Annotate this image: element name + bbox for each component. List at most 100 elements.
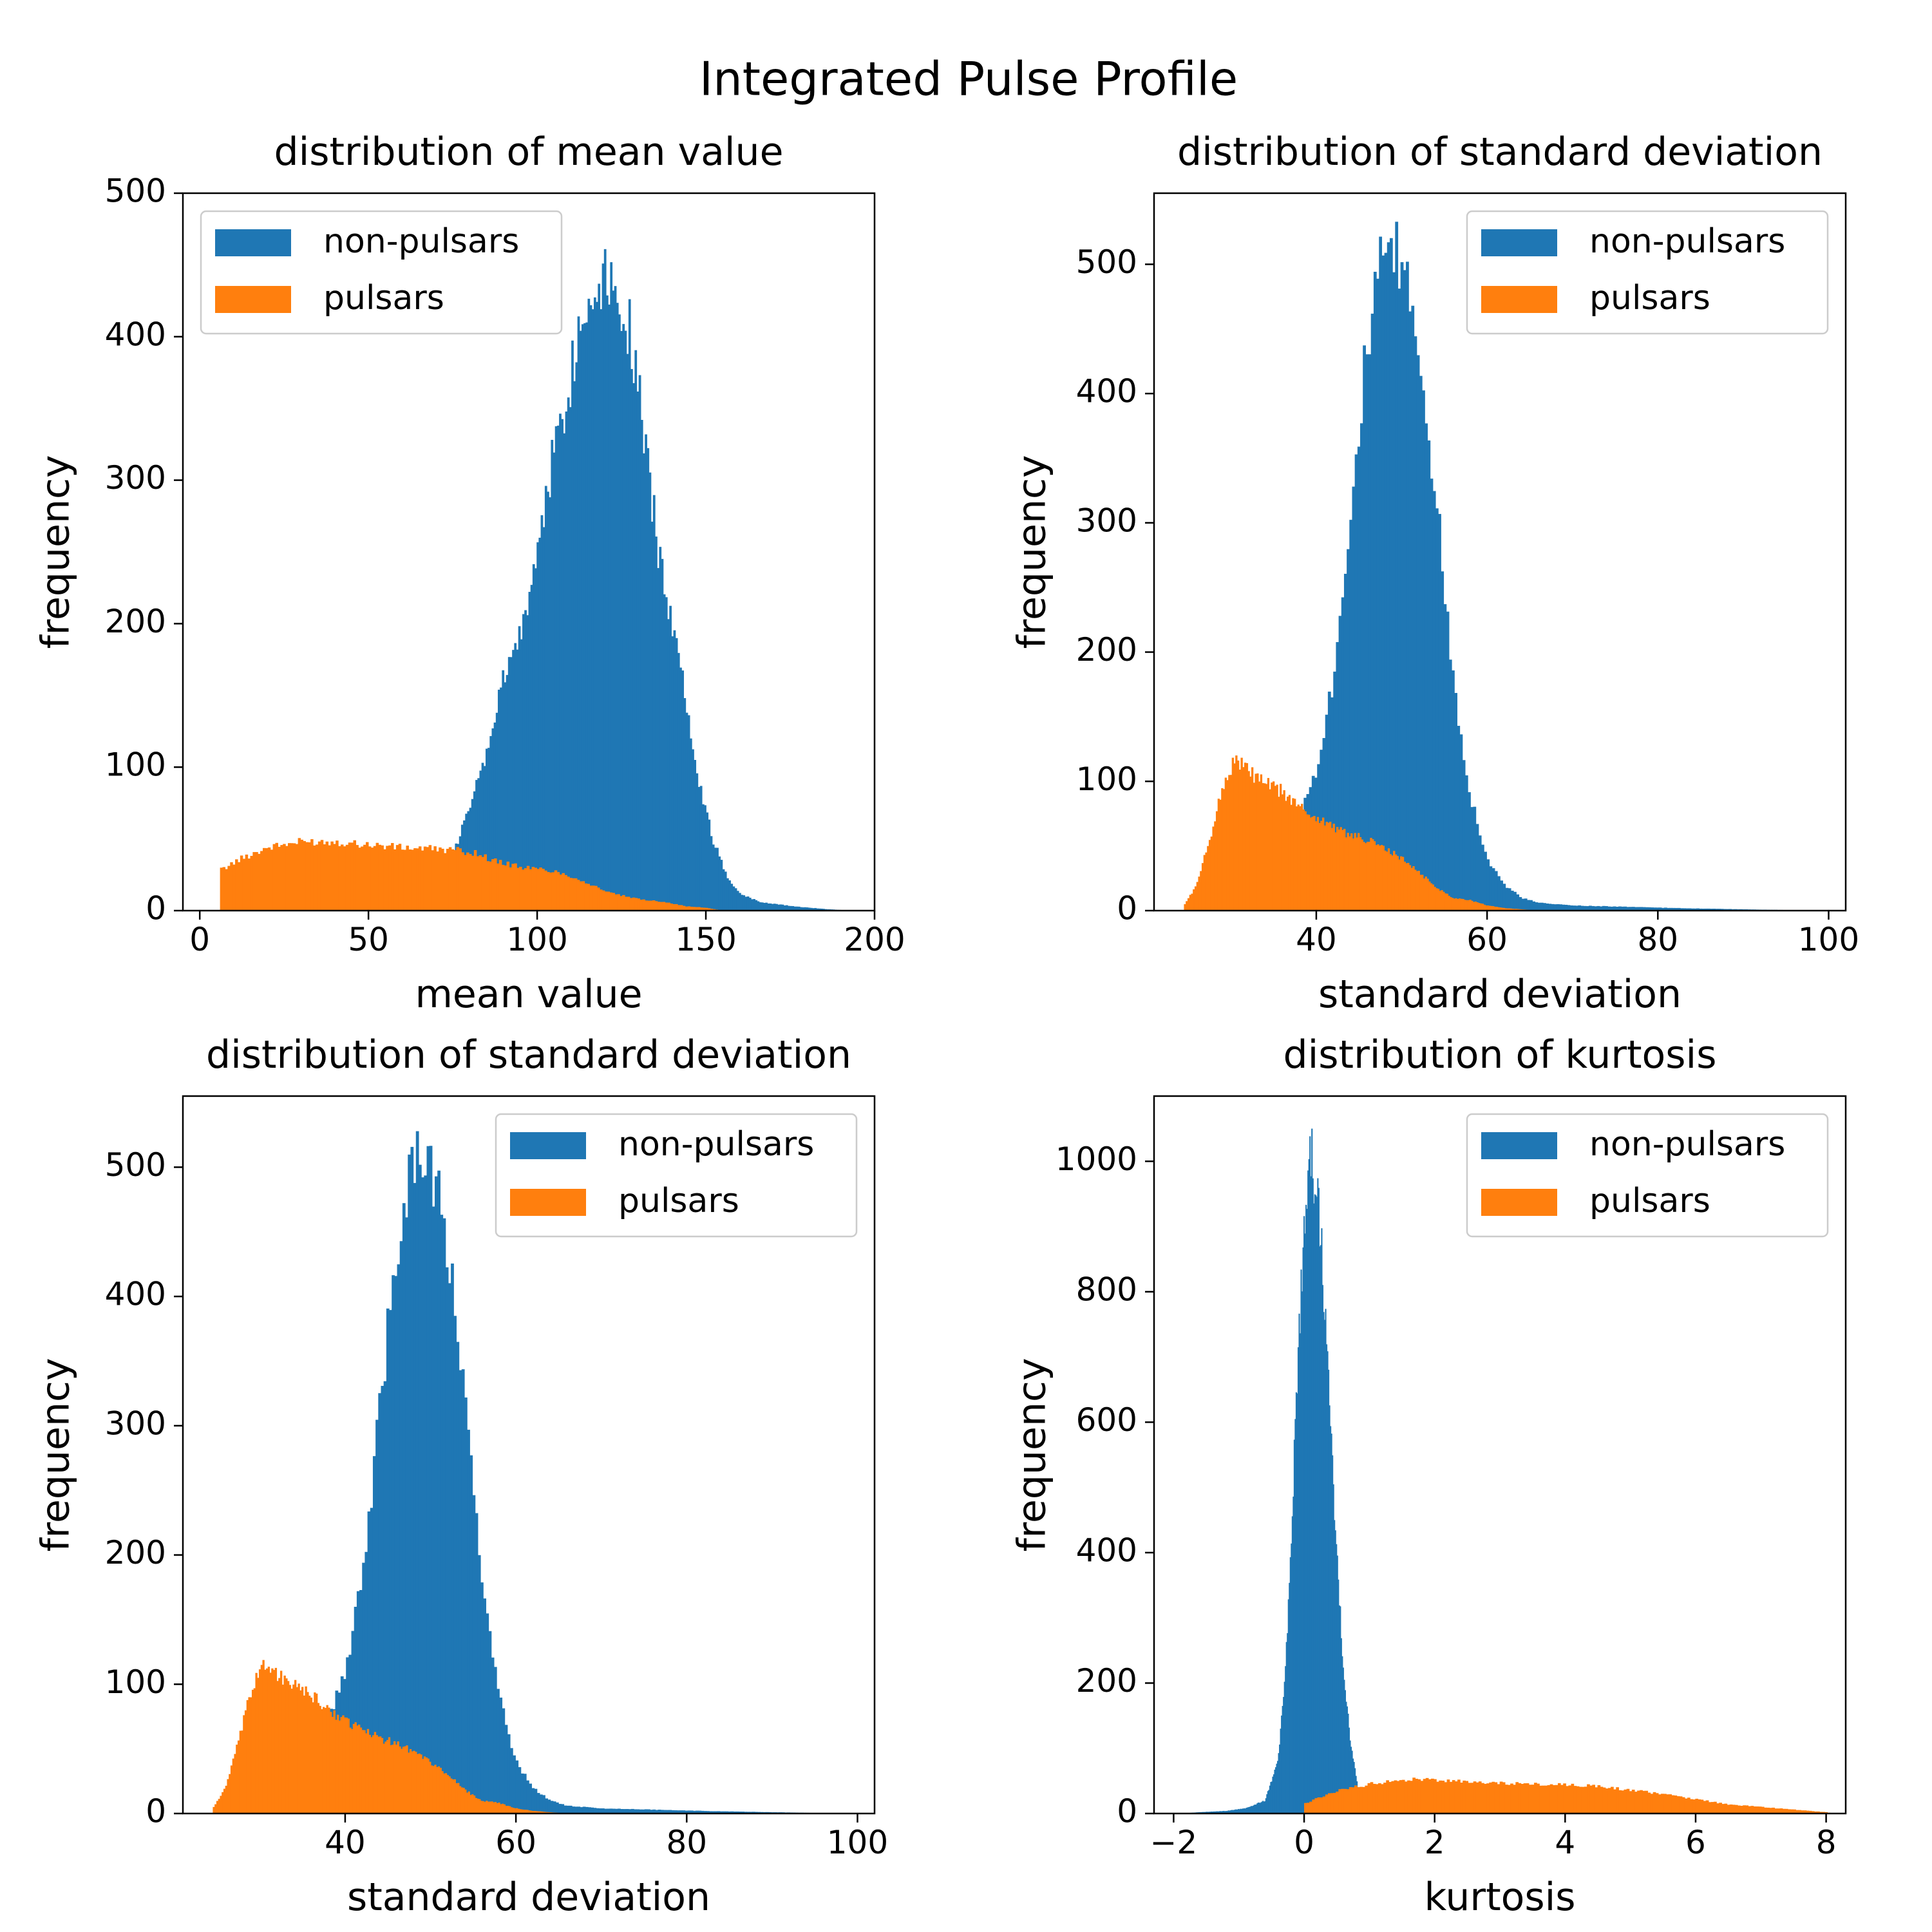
bar-non-pulsars: [810, 907, 813, 911]
bar-pulsars: [1194, 886, 1197, 911]
bar-pulsars: [1372, 1783, 1376, 1814]
y-tick-label: 0: [1117, 1793, 1137, 1830]
bar-non-pulsars: [1342, 1667, 1344, 1814]
bar-pulsars: [461, 852, 464, 911]
bar-pulsars: [1703, 1801, 1707, 1814]
bar-pulsars: [267, 1666, 270, 1814]
bar-non-pulsars: [510, 657, 513, 911]
legend-swatch-non-pulsars: [215, 229, 291, 256]
bar-pulsars: [1732, 1804, 1736, 1814]
bar-non-pulsars: [483, 1598, 486, 1814]
bar-pulsars: [1283, 790, 1285, 911]
bar-pulsars: [1434, 887, 1436, 911]
bar-pulsars: [534, 867, 538, 911]
bar-pulsars: [239, 1730, 242, 1814]
x-tick-label: −2: [1150, 1824, 1198, 1861]
bar-non-pulsars: [793, 906, 797, 911]
bar-non-pulsars: [1319, 1246, 1321, 1814]
bar-pulsars: [1236, 760, 1240, 911]
bar-non-pulsars: [741, 895, 743, 911]
bar-non-pulsars: [593, 297, 596, 911]
bar-pulsars: [264, 1669, 267, 1814]
bar-pulsars: [265, 848, 269, 911]
bar-non-pulsars: [1510, 891, 1514, 911]
bar-pulsars: [489, 861, 492, 911]
bar-pulsars: [305, 842, 308, 911]
bar-non-pulsars: [1345, 1701, 1347, 1814]
bar-non-pulsars: [720, 860, 723, 911]
bar-pulsars: [1205, 852, 1208, 911]
bar-pulsars: [237, 1740, 240, 1814]
bar-pulsars: [1304, 811, 1307, 911]
bar-non-pulsars: [1330, 1426, 1332, 1814]
bar-pulsars: [1244, 762, 1247, 911]
bar-non-pulsars: [1470, 807, 1474, 911]
bar-non-pulsars: [1257, 1803, 1259, 1814]
bar-pulsars: [1258, 781, 1261, 911]
bar-pulsars: [1260, 774, 1263, 911]
bar-non-pulsars: [1338, 616, 1342, 911]
bar-non-pulsars: [630, 1808, 634, 1814]
bar-non-pulsars: [1274, 1767, 1277, 1814]
x-tick-label: 0: [1294, 1824, 1314, 1861]
bar-non-pulsars: [410, 1146, 414, 1814]
bar-pulsars: [1637, 1790, 1640, 1814]
bar-pulsars: [338, 1720, 341, 1814]
bar-pulsars: [425, 1757, 428, 1814]
bar-non-pulsars: [564, 1805, 567, 1814]
bar-non-pulsars: [692, 749, 694, 911]
bar-non-pulsars: [1379, 236, 1383, 911]
bar-pulsars: [1361, 839, 1363, 911]
bar-pulsars: [1420, 1781, 1424, 1814]
bar-non-pulsars: [1320, 1245, 1321, 1814]
bar-pulsars: [331, 1716, 334, 1814]
y-tick-label: 400: [1076, 1531, 1137, 1569]
bar-non-pulsars: [1688, 908, 1692, 911]
bar-pulsars: [225, 1785, 228, 1814]
bar-pulsars: [1416, 871, 1419, 911]
bar-non-pulsars: [663, 1810, 667, 1814]
chart-title: distribution of standard deviation: [206, 1032, 851, 1077]
bar-non-pulsars: [598, 283, 601, 911]
bar-pulsars: [386, 846, 389, 911]
bar-pulsars: [352, 1723, 355, 1814]
bar-pulsars: [375, 842, 379, 911]
bar-pulsars: [1513, 1785, 1516, 1814]
bar-pulsars: [1350, 833, 1353, 911]
bar-pulsars: [267, 847, 271, 911]
bar-pulsars: [336, 840, 339, 911]
bar-non-pulsars: [522, 614, 525, 911]
bar-non-pulsars: [1610, 906, 1614, 911]
bar-pulsars: [278, 1678, 281, 1814]
bar-pulsars: [1589, 1785, 1593, 1814]
bar-pulsars: [597, 887, 600, 911]
bar-non-pulsars: [763, 902, 766, 911]
bar-pulsars: [1552, 1785, 1556, 1814]
bar-pulsars: [294, 1680, 297, 1814]
bar-non-pulsars: [1352, 1758, 1354, 1814]
bar-non-pulsars: [603, 249, 607, 911]
bar-pulsars: [1472, 902, 1475, 911]
bar-pulsars: [1801, 1810, 1804, 1814]
bar-pulsars: [1803, 1810, 1807, 1814]
bar-non-pulsars: [571, 340, 574, 911]
bar-pulsars: [1510, 1783, 1513, 1814]
bar-pulsars: [245, 854, 249, 911]
bar-pulsars: [677, 905, 681, 911]
chart-title: distribution of standard deviation: [1177, 129, 1823, 175]
bar-non-pulsars: [1341, 597, 1345, 911]
bar-non-pulsars: [1250, 1806, 1253, 1814]
bar-pulsars: [1372, 839, 1374, 911]
bar-pulsars: [1761, 1806, 1765, 1814]
bar-non-pulsars: [1231, 1810, 1233, 1814]
bar-pulsars: [1584, 1786, 1587, 1814]
bar-pulsars: [506, 861, 510, 911]
bar-non-pulsars: [577, 316, 580, 911]
bar-pulsars: [1394, 854, 1397, 911]
bar-pulsars: [1407, 1780, 1410, 1814]
bar-non-pulsars: [1448, 659, 1452, 911]
bar-pulsars: [303, 841, 306, 911]
bar-non-pulsars: [1548, 904, 1552, 911]
bar-pulsars: [1365, 843, 1367, 911]
bar-pulsars: [312, 1702, 314, 1814]
